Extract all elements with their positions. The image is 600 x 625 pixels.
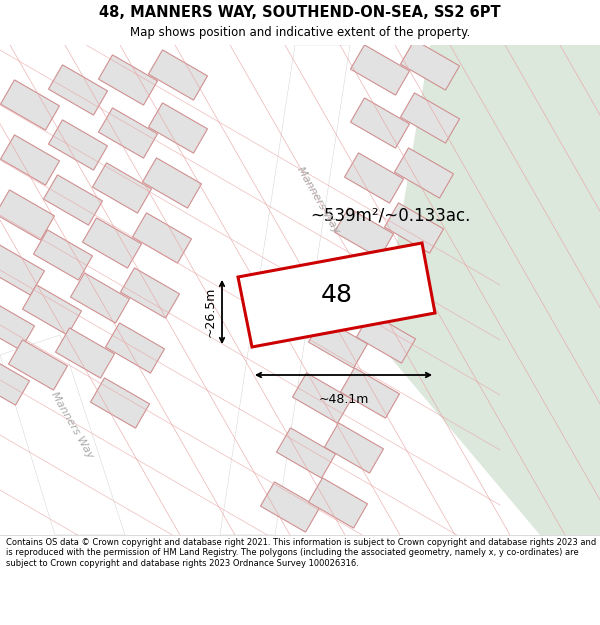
Polygon shape [340,368,400,418]
Text: 48: 48 [321,283,353,307]
Polygon shape [0,245,44,295]
Polygon shape [325,423,383,473]
Polygon shape [121,268,179,318]
Polygon shape [148,50,208,100]
Polygon shape [43,175,103,225]
Polygon shape [70,273,130,323]
Text: Contains OS data © Crown copyright and database right 2021. This information is : Contains OS data © Crown copyright and d… [6,538,596,568]
Polygon shape [142,158,202,208]
Polygon shape [0,335,125,535]
Polygon shape [350,98,410,148]
Polygon shape [92,163,152,213]
Polygon shape [148,103,208,153]
Polygon shape [0,300,35,350]
Polygon shape [385,203,443,253]
Polygon shape [1,80,59,130]
Polygon shape [394,148,454,198]
Polygon shape [8,340,68,390]
Polygon shape [380,45,600,535]
Polygon shape [370,258,430,308]
Polygon shape [260,482,320,532]
Polygon shape [82,218,142,268]
Polygon shape [0,190,55,240]
Text: ~539m²/~0.133ac.: ~539m²/~0.133ac. [310,206,470,224]
Text: ~48.1m: ~48.1m [319,393,368,406]
Text: Map shows position and indicative extent of the property.: Map shows position and indicative extent… [130,26,470,39]
Polygon shape [350,45,410,95]
Polygon shape [292,373,352,423]
Polygon shape [0,355,29,405]
Polygon shape [308,318,368,368]
Text: Manners Way: Manners Way [49,390,95,460]
Polygon shape [133,213,191,263]
Text: ~26.5m: ~26.5m [204,287,217,338]
Polygon shape [277,428,335,478]
Polygon shape [308,478,368,528]
Polygon shape [98,55,158,105]
Polygon shape [400,93,460,143]
Polygon shape [55,328,115,378]
Polygon shape [49,120,107,170]
Polygon shape [22,285,82,335]
Polygon shape [91,378,149,428]
Polygon shape [106,323,164,373]
Polygon shape [334,208,394,258]
Polygon shape [400,40,460,90]
Polygon shape [322,263,382,313]
Polygon shape [34,230,92,280]
Text: Manners Way: Manners Way [295,165,341,235]
Polygon shape [49,65,107,115]
Polygon shape [356,313,416,363]
Polygon shape [238,243,435,347]
Polygon shape [1,135,59,185]
Text: 48, MANNERS WAY, SOUTHEND-ON-SEA, SS2 6PT: 48, MANNERS WAY, SOUTHEND-ON-SEA, SS2 6P… [99,5,501,20]
Polygon shape [98,108,158,158]
Polygon shape [344,153,404,203]
Polygon shape [220,45,350,535]
